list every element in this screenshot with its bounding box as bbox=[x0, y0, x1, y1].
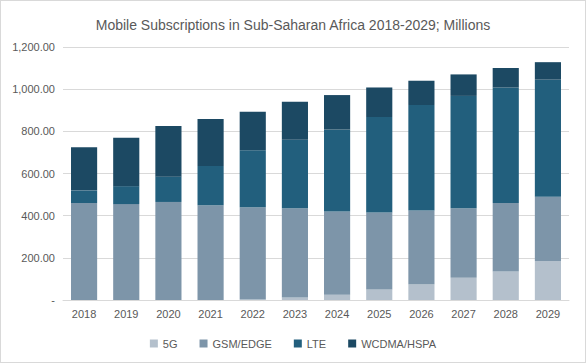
svg-text:2022: 2022 bbox=[241, 308, 265, 320]
svg-text:-: - bbox=[51, 294, 55, 306]
svg-text:1,200.00: 1,200.00 bbox=[12, 41, 55, 53]
svg-text:2020: 2020 bbox=[156, 308, 180, 320]
svg-text:400.00: 400.00 bbox=[21, 210, 55, 222]
svg-text:800.00: 800.00 bbox=[21, 125, 55, 137]
svg-text:WCDMA/HSPA: WCDMA/HSPA bbox=[361, 338, 437, 350]
svg-text:600.00: 600.00 bbox=[21, 168, 55, 180]
svg-text:GSM/EDGE: GSM/EDGE bbox=[213, 338, 272, 350]
svg-text:Mobile Subscriptions in Sub-Sa: Mobile Subscriptions in Sub-Saharan Afri… bbox=[96, 17, 491, 33]
svg-text:2024: 2024 bbox=[325, 308, 349, 320]
svg-text:2029: 2029 bbox=[536, 308, 560, 320]
svg-text:2018: 2018 bbox=[72, 308, 96, 320]
svg-text:1,000.00: 1,000.00 bbox=[12, 83, 55, 95]
svg-text:2027: 2027 bbox=[451, 308, 475, 320]
svg-text:2028: 2028 bbox=[494, 308, 518, 320]
svg-text:2023: 2023 bbox=[283, 308, 307, 320]
svg-text:2021: 2021 bbox=[198, 308, 222, 320]
svg-text:5G: 5G bbox=[163, 338, 178, 350]
svg-text:2025: 2025 bbox=[367, 308, 391, 320]
svg-text:LTE: LTE bbox=[307, 338, 326, 350]
svg-text:200.00: 200.00 bbox=[21, 252, 55, 264]
svg-text:2019: 2019 bbox=[114, 308, 138, 320]
svg-text:2026: 2026 bbox=[409, 308, 433, 320]
